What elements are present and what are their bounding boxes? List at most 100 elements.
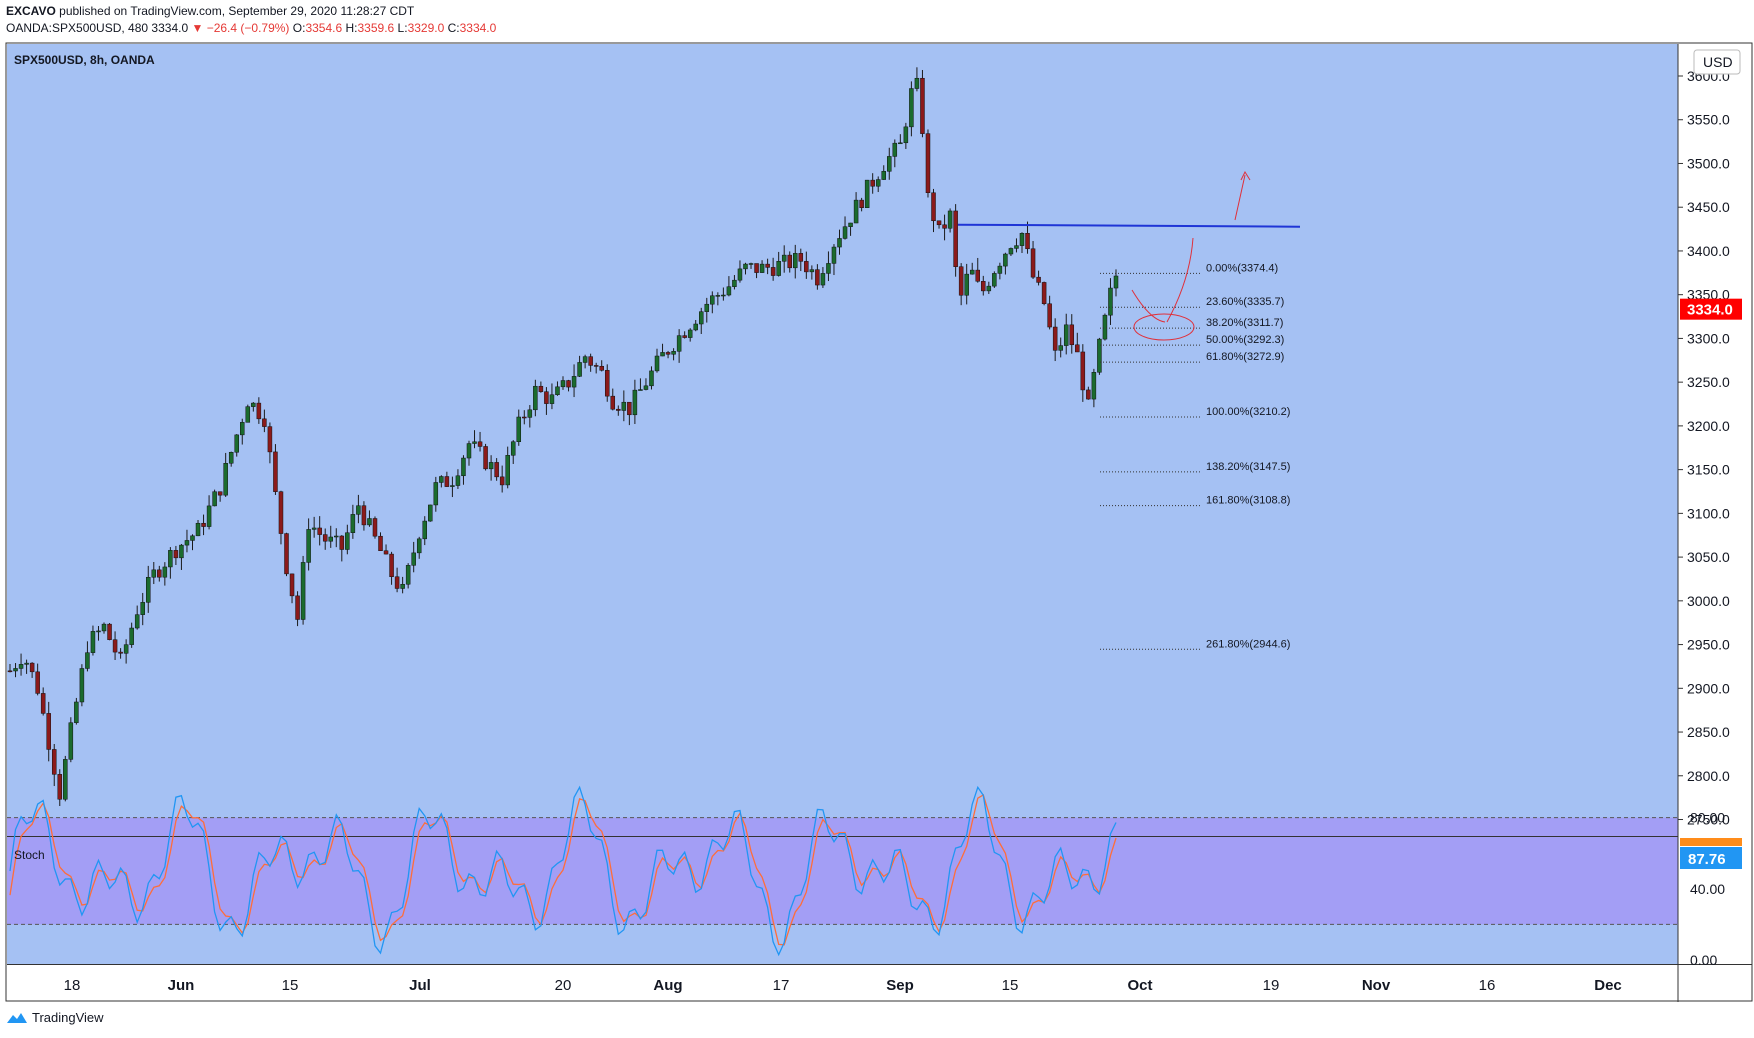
candle-body xyxy=(831,246,837,264)
candle-body xyxy=(1047,303,1052,328)
candle-body xyxy=(864,179,870,208)
candle-body xyxy=(909,88,914,128)
candle-body xyxy=(765,263,770,268)
candle-body xyxy=(461,457,466,477)
candle-body xyxy=(140,602,145,615)
candle-body xyxy=(638,389,643,391)
y-tick-label: 2800.0 xyxy=(1687,768,1730,784)
stoch-tick-label: 80.00 xyxy=(1690,810,1725,826)
candle-body xyxy=(544,391,549,404)
candle-body xyxy=(63,759,68,800)
candle-body xyxy=(477,441,483,447)
candle-body xyxy=(356,505,361,515)
candle-body xyxy=(931,192,936,222)
candle-body xyxy=(942,224,947,229)
candle-body xyxy=(964,273,969,296)
candle-body xyxy=(162,566,168,578)
stoch-d-value-badge xyxy=(1680,838,1742,846)
candle-body xyxy=(46,713,51,750)
last-price: 3334.0 xyxy=(151,21,189,35)
y-tick-label: 3000.0 xyxy=(1687,593,1730,609)
candle-body xyxy=(815,269,820,286)
candle-body xyxy=(632,389,638,416)
x-tick-label: 15 xyxy=(1002,977,1019,994)
candle-body xyxy=(853,199,859,224)
candle-body xyxy=(571,376,577,388)
candle-body xyxy=(793,253,798,269)
stoch-d-line xyxy=(9,794,1117,946)
candle-body xyxy=(549,394,555,404)
candle-body xyxy=(339,535,345,550)
candle-body xyxy=(251,402,256,407)
candle-body xyxy=(953,210,958,267)
chart-title: SPX500USD, 8h, OANDA xyxy=(14,53,155,67)
candle-body xyxy=(422,520,427,540)
candle-body xyxy=(416,538,422,554)
stoch-k-line xyxy=(9,785,1117,957)
candle-body xyxy=(687,329,693,338)
y-tick-label: 3050.0 xyxy=(1687,549,1730,565)
candle-body xyxy=(273,451,278,492)
candle-body xyxy=(610,395,616,410)
y-tick-label: 3550.0 xyxy=(1687,112,1730,128)
brand-name: TradingView xyxy=(32,1010,104,1025)
candle-body xyxy=(13,668,18,672)
candle-body xyxy=(245,406,251,423)
candle-body xyxy=(173,550,179,559)
x-tick-label: 19 xyxy=(1263,977,1280,994)
candle-body xyxy=(101,623,107,632)
candle-body xyxy=(577,362,582,377)
publish-info: EXCAVO published on TradingView.com, Sep… xyxy=(6,4,414,18)
bounce-curve xyxy=(1166,237,1194,323)
low-value: 3329.0 xyxy=(407,21,445,35)
y-tick-label: 2900.0 xyxy=(1687,680,1730,696)
candle-body xyxy=(809,269,815,273)
candle-body xyxy=(278,491,284,534)
candle-body xyxy=(206,505,212,527)
candle-body xyxy=(217,491,223,496)
candle-body xyxy=(267,426,273,453)
candle-body xyxy=(992,273,997,287)
x-tick-label: Jul xyxy=(409,977,431,994)
pullback-arrow xyxy=(1131,289,1166,323)
candle-body xyxy=(1036,276,1041,283)
author[interactable]: EXCAVO xyxy=(6,4,56,18)
candle-body xyxy=(975,269,980,282)
candles xyxy=(7,67,1119,806)
candle-body xyxy=(450,485,455,487)
candle-body xyxy=(759,263,765,273)
candle-body xyxy=(1003,253,1008,267)
candle-body xyxy=(621,401,627,411)
fib-level-label: 61.80%(3272.9) xyxy=(1206,351,1284,363)
candle-body xyxy=(146,576,151,603)
x-tick-label: Sep xyxy=(886,977,914,994)
candle-body xyxy=(494,462,499,478)
candle-body xyxy=(842,226,848,239)
fib-level-label: 138.20%(3147.5) xyxy=(1206,461,1290,473)
candle-body xyxy=(1014,245,1019,249)
candle-body xyxy=(472,441,477,444)
candle-body xyxy=(599,365,604,371)
close-value: 3334.0 xyxy=(459,21,497,35)
candle-body xyxy=(892,142,898,157)
candle-body xyxy=(1041,282,1047,305)
candle-body xyxy=(555,386,560,396)
candle-body xyxy=(582,356,588,363)
candle-body xyxy=(7,670,13,673)
candle-body xyxy=(748,263,754,265)
candle-body xyxy=(488,462,494,470)
candle-body xyxy=(184,540,190,546)
candle-body xyxy=(715,295,721,297)
candle-body xyxy=(654,355,660,372)
candle-body xyxy=(372,518,378,537)
candle-body xyxy=(389,553,394,577)
candle-body xyxy=(405,565,411,585)
candle-body xyxy=(483,446,488,470)
footer-brand[interactable]: TradingView xyxy=(6,1010,104,1025)
currency-label: USD xyxy=(1703,54,1733,70)
tradingview-logo-icon xyxy=(7,1012,27,1023)
candle-body xyxy=(1086,389,1091,400)
candle-body xyxy=(74,701,79,723)
currency-badge xyxy=(1693,49,1741,75)
